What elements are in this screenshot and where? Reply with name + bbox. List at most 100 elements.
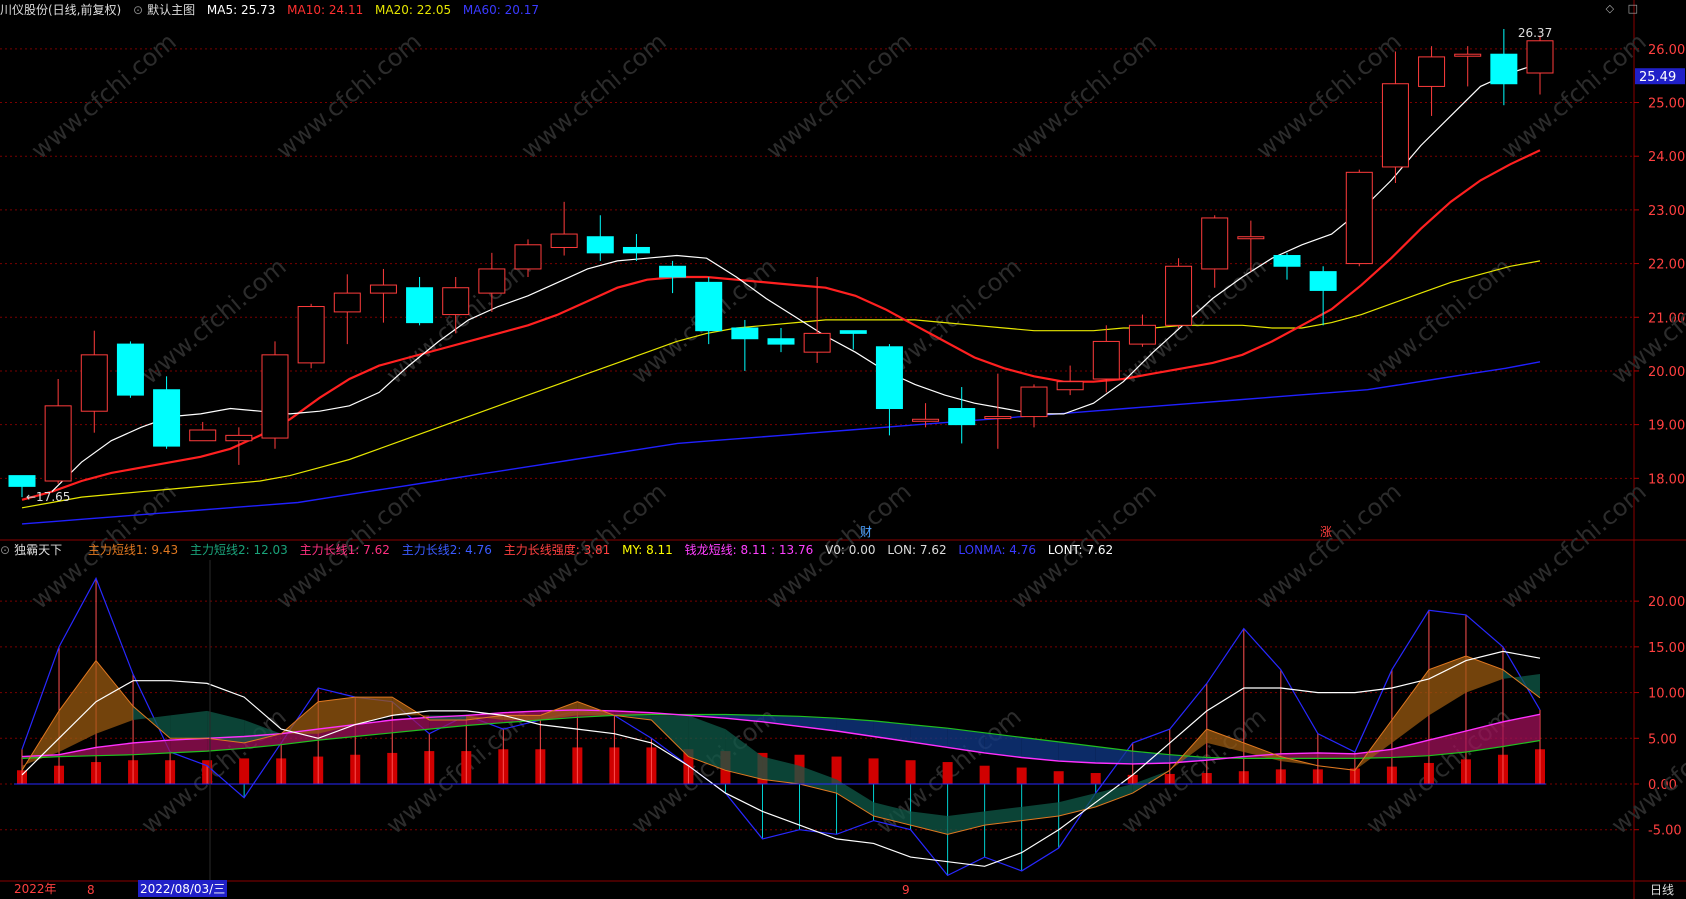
- candle-body: [261, 354, 289, 439]
- s5-label: 主力长线强度: 3.81: [503, 543, 611, 557]
- candle-body: [1237, 236, 1265, 240]
- sub-tick-label: 0.00: [1648, 778, 1677, 793]
- low-annotation: ←17.65: [26, 490, 70, 504]
- sub-indicator-name[interactable]: 独霸天下: [14, 543, 63, 557]
- candle-body: [659, 265, 687, 278]
- sub-tick-label: 15.00: [1648, 641, 1685, 656]
- ma5-line: [51, 62, 1541, 493]
- marker-cai: 财: [860, 525, 872, 539]
- main-indicator-select[interactable]: 默认主图: [147, 3, 196, 17]
- long-ribbon-segment: [947, 728, 985, 753]
- diamond-icon[interactable]: ◇: [1605, 2, 1615, 15]
- short-ribbon-segment: [762, 756, 800, 784]
- candle-body: [622, 246, 650, 254]
- candle-body: [1020, 386, 1048, 418]
- candle-body: [984, 416, 1012, 420]
- candle-body: [1309, 271, 1337, 291]
- short-ribbon-segment: [836, 779, 874, 816]
- month-9-label: 9: [902, 883, 910, 897]
- short-ribbon-segment: [207, 710, 245, 743]
- ma60-line: [21, 361, 1541, 525]
- candle-body: [1345, 171, 1373, 265]
- month-8-label: 8: [87, 883, 95, 897]
- candle-body: [189, 429, 217, 442]
- short-ribbon-segment: [318, 697, 356, 734]
- candle-body: [875, 346, 903, 410]
- s9-label: LON: 7.62: [887, 543, 947, 557]
- maximize-box-icon[interactable]: □: [1627, 2, 1638, 15]
- s3-label: 主力长线1: 7.62: [299, 543, 390, 557]
- s11-label: LONT: 7.62: [1047, 543, 1114, 557]
- dropdown-circle-icon[interactable]: ⊙: [133, 3, 144, 17]
- short-ribbon-segment: [1465, 656, 1503, 693]
- short-ribbon-segment: [1391, 669, 1429, 743]
- main-tick-label: 26.00: [1648, 43, 1685, 58]
- long-ribbon-segment: [1021, 737, 1059, 762]
- candle-body: [731, 327, 759, 340]
- short-ribbon-segment: [170, 710, 208, 739]
- v0-bar: [942, 762, 953, 784]
- long-ribbon-segment: [133, 740, 171, 755]
- candle-body: [225, 434, 253, 442]
- s4-label: 主力长线2: 4.76: [401, 543, 492, 557]
- long-ribbon-segment: [466, 712, 504, 726]
- main-tick-label: 23.00: [1648, 204, 1685, 219]
- candle-body: [1201, 217, 1229, 270]
- short-ribbon-segment: [1058, 793, 1096, 816]
- my-line: [21, 576, 1541, 877]
- v0-bar: [831, 756, 842, 784]
- main-tick-label: 21.00: [1648, 311, 1685, 326]
- short-ribbon-segment: [910, 811, 948, 835]
- short-ribbon-segment: [1021, 802, 1059, 821]
- candle-body: [8, 475, 36, 487]
- short-ribbon-segment: [1095, 784, 1133, 807]
- short-ribbon-segment: [984, 806, 1022, 826]
- main-tick-label: 18.00: [1648, 472, 1685, 487]
- candle-body: [1128, 324, 1156, 345]
- long-ribbon-segment: [1095, 746, 1133, 764]
- short-ribbon-segment: [244, 720, 282, 743]
- main-tick-label: 25.00: [1648, 97, 1685, 112]
- short-ribbon-segment: [503, 715, 541, 720]
- v0-bar: [979, 765, 990, 784]
- watermark-text: www.cfchi.com: [1251, 477, 1407, 614]
- v0-bar: [868, 758, 879, 784]
- short1-line: [21, 655, 1541, 835]
- ma10-label: MA10: 24.11: [287, 3, 364, 17]
- candle-body: [912, 418, 940, 422]
- long-ribbon-segment: [984, 732, 1022, 758]
- candle-body: [1092, 340, 1120, 380]
- ma5-label: MA5: 25.73: [206, 3, 276, 17]
- s7-label: 钱龙短线: 8.11 : 13.76: [684, 543, 814, 557]
- candle-body: [1273, 255, 1301, 267]
- current-price-box: [1635, 68, 1685, 85]
- candle-body: [406, 287, 434, 324]
- s1-label: 主力短线1: 9.43: [87, 543, 179, 557]
- watermark-text: www.cfchi.com: [1361, 702, 1517, 839]
- dropdown-circle-icon[interactable]: ⊙: [0, 543, 11, 557]
- candle-body: [1490, 53, 1518, 85]
- watermark-text: www.cfchi.com: [1496, 27, 1652, 164]
- candle-body: [153, 389, 181, 447]
- candle-body: [803, 332, 831, 353]
- short-ribbon-segment: [651, 715, 689, 757]
- watermark-text: www.cfchi.com: [1496, 477, 1652, 614]
- period-label[interactable]: 日线: [1649, 883, 1674, 897]
- main-tick-label: 24.00: [1648, 150, 1685, 165]
- candle-body: [44, 405, 72, 482]
- short-ribbon-segment: [873, 802, 911, 826]
- short-ribbon-segment: [96, 660, 134, 734]
- year-label: 2022年: [14, 882, 57, 896]
- watermark-text: www.cfchi.com: [516, 27, 672, 164]
- long-ribbon-segment: [1058, 741, 1096, 763]
- long-ribbon-segment: [1428, 730, 1466, 756]
- sub-tick-label: 20.00: [1648, 595, 1685, 610]
- v0-bar: [1090, 773, 1101, 784]
- ma60-label: MA60: 20.17: [462, 3, 539, 17]
- long-ribbon-segment: [1280, 752, 1318, 759]
- watermark-text: www.cfchi.com: [1361, 252, 1517, 389]
- long-ribbon-segment: [96, 742, 134, 756]
- watermark-text: www.cfchi.com: [26, 27, 182, 164]
- marker-zhang: 涨: [1320, 524, 1332, 539]
